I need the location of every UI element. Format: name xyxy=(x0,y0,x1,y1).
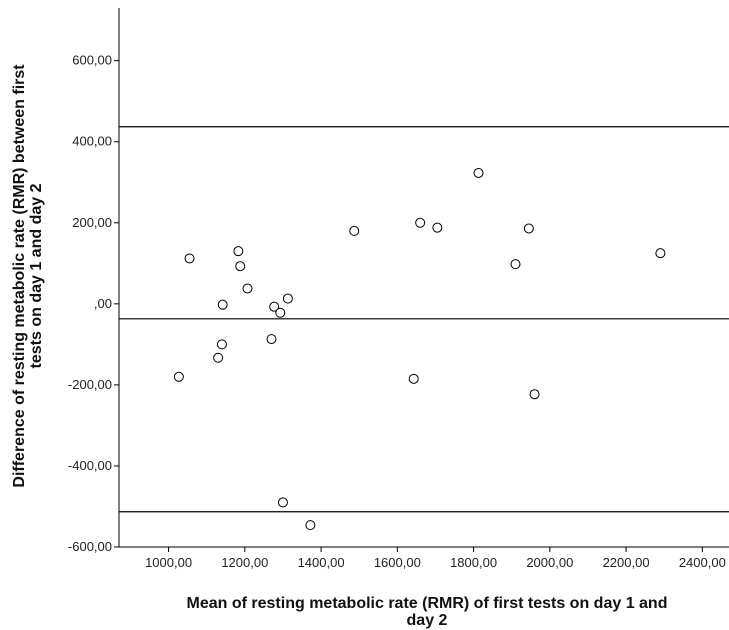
data-point xyxy=(233,246,244,257)
x-tick-label: 1200,00 xyxy=(221,555,268,570)
x-tick-label: 1600,00 xyxy=(374,555,421,570)
data-point xyxy=(213,352,224,363)
data-point xyxy=(282,293,293,304)
y-tick-label: 400,00 xyxy=(72,134,112,149)
data-point xyxy=(523,223,534,234)
y-tick-label: -600,00 xyxy=(68,539,112,554)
data-point xyxy=(275,307,286,318)
y-tick-label: -200,00 xyxy=(68,377,112,392)
data-point xyxy=(529,389,540,400)
data-point xyxy=(305,520,316,531)
x-tick-label: 1800,00 xyxy=(450,555,497,570)
data-point xyxy=(184,253,195,264)
x-tick-label: 2400,00 xyxy=(679,555,726,570)
data-point xyxy=(432,222,443,233)
x-tick-label: 2200,00 xyxy=(603,555,650,570)
data-point xyxy=(216,339,227,350)
x-tick-label: 1400,00 xyxy=(298,555,345,570)
y-tick-label: 200,00 xyxy=(72,215,112,230)
data-point xyxy=(408,373,419,384)
reference-lines xyxy=(119,126,729,513)
data-point xyxy=(242,283,253,294)
x-axis-title-line-1: Mean of resting metabolic rate (RMR) of … xyxy=(187,595,668,612)
y-tick-label: ,00 xyxy=(94,296,112,311)
data-point xyxy=(277,497,288,508)
y-axis-title-line-1: Difference of resting metabolic rate (RM… xyxy=(11,64,28,488)
data-point xyxy=(269,301,280,312)
data-point xyxy=(349,225,360,236)
data-point xyxy=(655,248,666,259)
x-axis-title-line-2: day 2 xyxy=(407,612,448,629)
data-point xyxy=(510,259,521,270)
y-tick-label: -400,00 xyxy=(68,458,112,473)
x-tick-label: 2000,00 xyxy=(526,555,573,570)
data-point xyxy=(235,261,246,272)
y-tick-label: 600,00 xyxy=(72,53,112,68)
data-point xyxy=(217,299,228,310)
x-tick-label: 1000,00 xyxy=(145,555,192,570)
data-point xyxy=(173,371,184,382)
data-point xyxy=(415,217,426,228)
data-point xyxy=(266,334,277,345)
axes: 600,00 400,00 200,00 ,00 -200,00 -400,00 -600,… xyxy=(68,8,729,570)
data-points xyxy=(173,167,666,531)
y-axis-title-line-2: tests on day 1 and day 2 xyxy=(28,183,45,368)
data-point xyxy=(473,167,484,178)
